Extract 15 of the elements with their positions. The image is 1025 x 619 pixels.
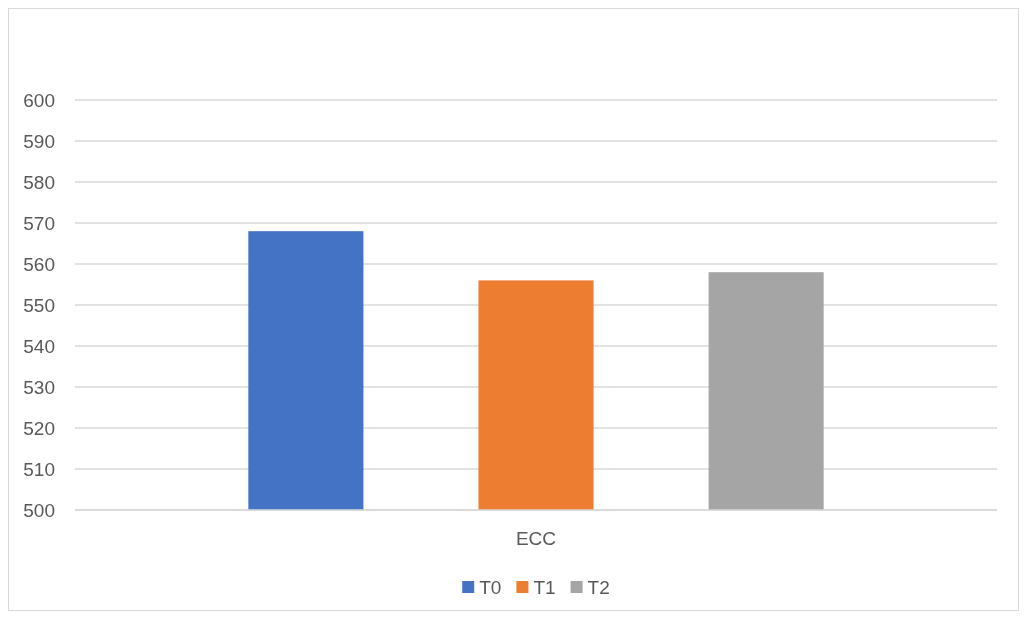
y-tick-label: 570 <box>23 212 55 234</box>
y-tick-label: 550 <box>23 294 55 316</box>
legend-label: T1 <box>533 577 556 598</box>
y-tick-label: 580 <box>23 171 55 193</box>
legend-label: T0 <box>479 577 502 598</box>
legend-label: T2 <box>587 577 610 598</box>
y-tick-label: 560 <box>23 253 55 275</box>
y-tick-label: 590 <box>23 130 55 152</box>
y-tick-label: 500 <box>23 499 55 521</box>
y-tick-label: 540 <box>23 335 55 357</box>
x-tick-label: ECC <box>515 528 557 550</box>
y-tick-label: 520 <box>23 417 55 439</box>
y-tick-label: 530 <box>23 376 55 398</box>
y-tick-label: 600 <box>23 89 55 111</box>
y-tick-label: 510 <box>23 458 55 480</box>
